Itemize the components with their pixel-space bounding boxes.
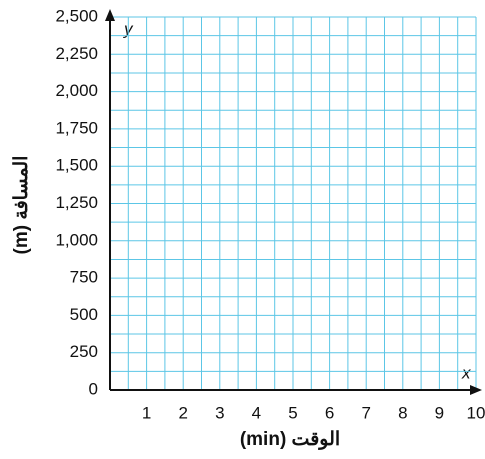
x-tick-label: 2 (178, 403, 187, 422)
y-tick-label: 0 (89, 379, 98, 398)
x-tick-label: 10 (467, 403, 485, 422)
y-axis-arrow (105, 9, 115, 21)
x-tick-label: 4 (252, 403, 261, 422)
y-tick-label: 2,250 (55, 44, 98, 63)
y-tick-label: 1,000 (55, 230, 98, 249)
x-tick-label: 7 (361, 403, 370, 422)
y-tick-label: 750 (70, 268, 98, 287)
y-tick-label: 1,250 (55, 193, 98, 212)
y-tick-label: 2,500 (55, 6, 98, 25)
x-tick-label: 1 (142, 403, 151, 422)
y-tick-label: 250 (70, 342, 98, 361)
y-tick-label: 1,500 (55, 156, 98, 175)
x-axis-arrow (470, 385, 482, 395)
y-tick-label: 2,000 (55, 81, 98, 100)
x-tick-label: 6 (325, 403, 334, 422)
x-tick-label: 5 (288, 403, 297, 422)
x-axis-letter: x (461, 363, 471, 382)
y-axis-title: المسافة (m) (11, 156, 32, 255)
y-tick-label: 500 (70, 305, 98, 324)
x-tick-label: 3 (215, 403, 224, 422)
x-tick-label: 9 (435, 403, 444, 422)
x-axis-title: الوقت (min) (240, 429, 340, 450)
y-tick-label: 1,750 (55, 118, 98, 137)
x-tick-label: 8 (398, 403, 407, 422)
